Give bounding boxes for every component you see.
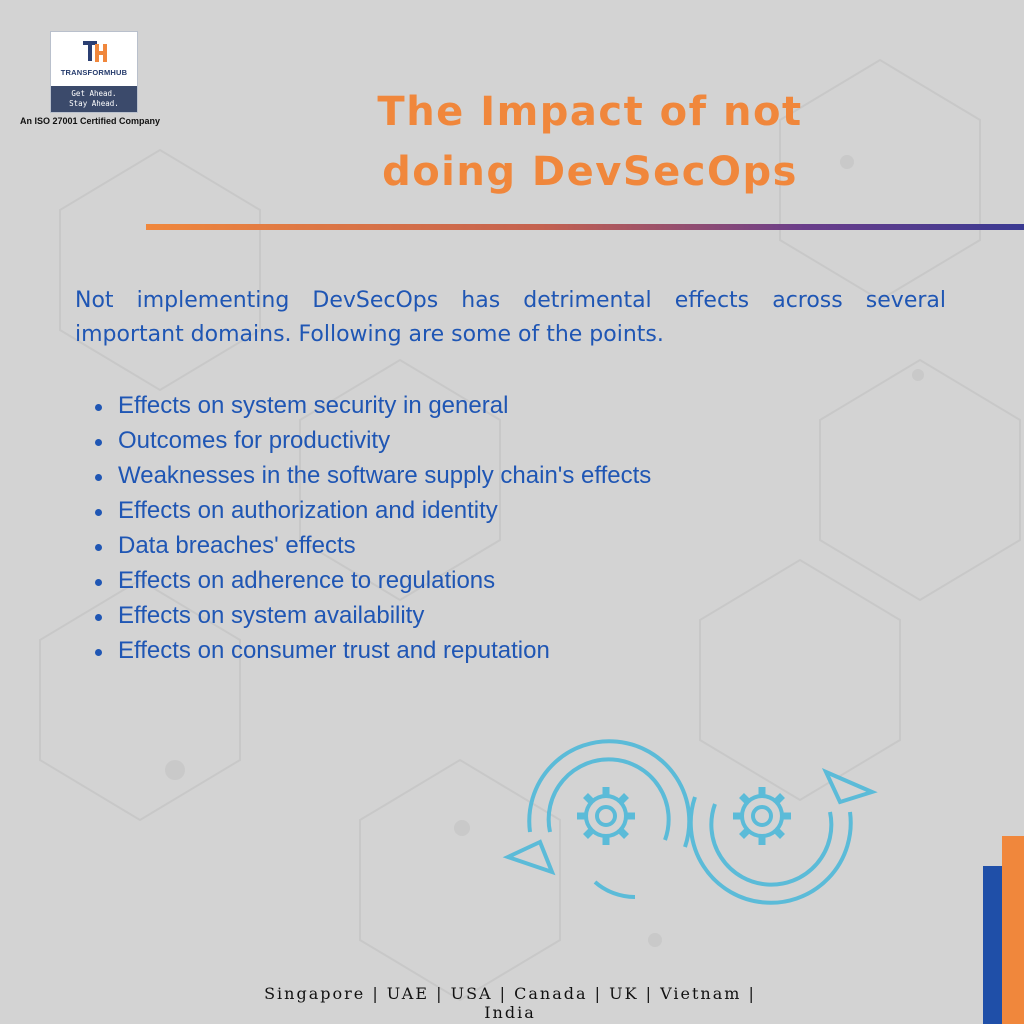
list-item-text: Effects on consumer trust and reputation: [118, 636, 550, 664]
list-item-text: Effects on adherence to regulations: [118, 566, 496, 594]
bullet-icon: [95, 509, 102, 516]
list-item-text: Data breaches' effects: [118, 531, 356, 559]
list-item-text: Outcomes for productivity: [118, 426, 391, 454]
devops-cycle-icon: [502, 739, 878, 905]
list-item: Effects on authorization and identity: [95, 493, 735, 528]
logo-tagline-line2: Stay Ahead.: [69, 99, 119, 108]
transformhub-logo: TRANSFORMHUB Get Ahead. Stay Ahead.: [50, 31, 138, 113]
bullet-icon: [95, 439, 102, 446]
corner-accent-orange: [1002, 836, 1024, 1024]
corner-accent-blue: [983, 866, 1002, 1024]
bullet-icon: [95, 544, 102, 551]
title-line-1: The Impact of not: [377, 89, 803, 135]
list-item: Outcomes for productivity: [95, 423, 735, 458]
list-item: Effects on system availability: [95, 598, 735, 633]
bullet-icon: [95, 404, 102, 411]
list-item-text: Effects on system security in general: [118, 391, 509, 419]
intro-paragraph: Not implementing DevSecOps has detriment…: [75, 288, 946, 347]
footer-locations: Singapore | UAE | USA | Canada | UK | Vi…: [264, 984, 756, 1022]
list-item: Effects on adherence to regulations: [95, 563, 735, 598]
iso-certification-text: An ISO 27001 Certified Company: [20, 116, 161, 126]
bullet-icon: [95, 649, 102, 656]
bullet-icon: [95, 614, 102, 621]
list-item: Weaknesses in the software supply chain'…: [95, 458, 735, 493]
logo-icon: [83, 41, 107, 62]
page-title: The Impact of not doing DevSecOps: [340, 82, 840, 202]
gear-icon: [733, 787, 791, 845]
list-item-text: Effects on authorization and identity: [118, 496, 498, 524]
logo-tagline-line1: Get Ahead.: [71, 89, 117, 98]
logo-brand-text: TRANSFORMHUB: [60, 68, 128, 77]
bullet-icon: [95, 474, 102, 481]
logo-tagline: Get Ahead. Stay Ahead.: [51, 86, 137, 112]
list-item-text: Weaknesses in the software supply chain'…: [118, 461, 652, 489]
list-item: Effects on consumer trust and reputation: [95, 633, 735, 668]
title-line-2: doing DevSecOps: [382, 149, 798, 195]
impact-points-list: Effects on system security in general Ou…: [95, 388, 735, 668]
list-item: Data breaches' effects: [95, 528, 735, 563]
gear-icon: [577, 787, 635, 845]
list-item: Effects on system security in general: [95, 388, 735, 423]
bullet-icon: [95, 579, 102, 586]
title-divider: [146, 224, 1024, 230]
list-item-text: Effects on system availability: [118, 601, 425, 629]
